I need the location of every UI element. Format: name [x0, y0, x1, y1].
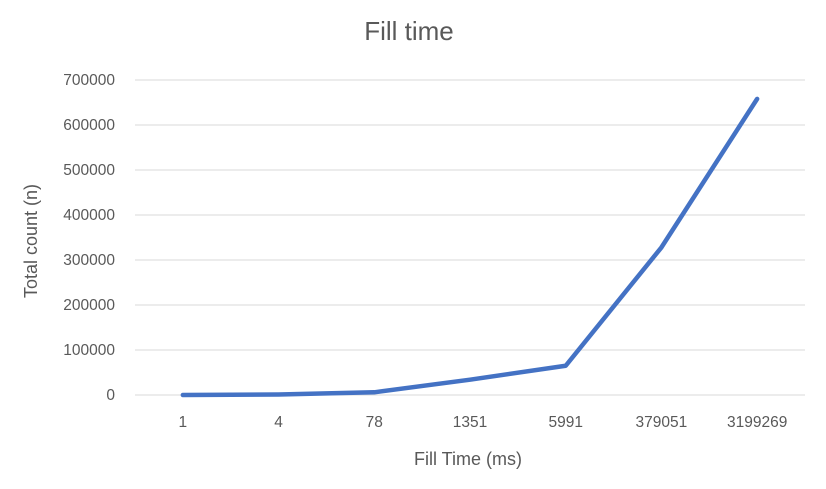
y-tick-label: 100000 [63, 342, 115, 359]
x-tick-label: 1351 [453, 414, 487, 431]
y-tick-label: 0 [106, 387, 115, 404]
x-tick-label: 379051 [636, 414, 688, 431]
y-tick-label: 600000 [63, 117, 115, 134]
y-tick-label: 700000 [63, 72, 115, 89]
y-axis-tick-labels: 0 100000 200000 300000 400000 500000 600000 700… [63, 72, 115, 404]
y-tick-label: 500000 [63, 162, 115, 179]
y-tick-label: 200000 [63, 297, 115, 314]
x-tick-label: 4 [274, 414, 283, 431]
series-line [180, 96, 760, 398]
chart-title: Fill time [364, 16, 454, 46]
x-tick-label: 3199269 [727, 414, 787, 431]
series-layer [180, 96, 760, 398]
y-tick-label: 400000 [63, 207, 115, 224]
x-tick-label: 78 [366, 414, 383, 431]
x-axis-tick-labels: 1 4 78 1351 5991 379051 3199269 [179, 414, 788, 431]
x-tick-label: 1 [179, 414, 188, 431]
gridlines [135, 79, 805, 396]
y-axis-title: Total count (n) [21, 184, 41, 298]
y-tick-label: 300000 [63, 252, 115, 269]
x-axis-title: Fill Time (ms) [414, 449, 522, 469]
x-tick-label: 5991 [548, 414, 582, 431]
